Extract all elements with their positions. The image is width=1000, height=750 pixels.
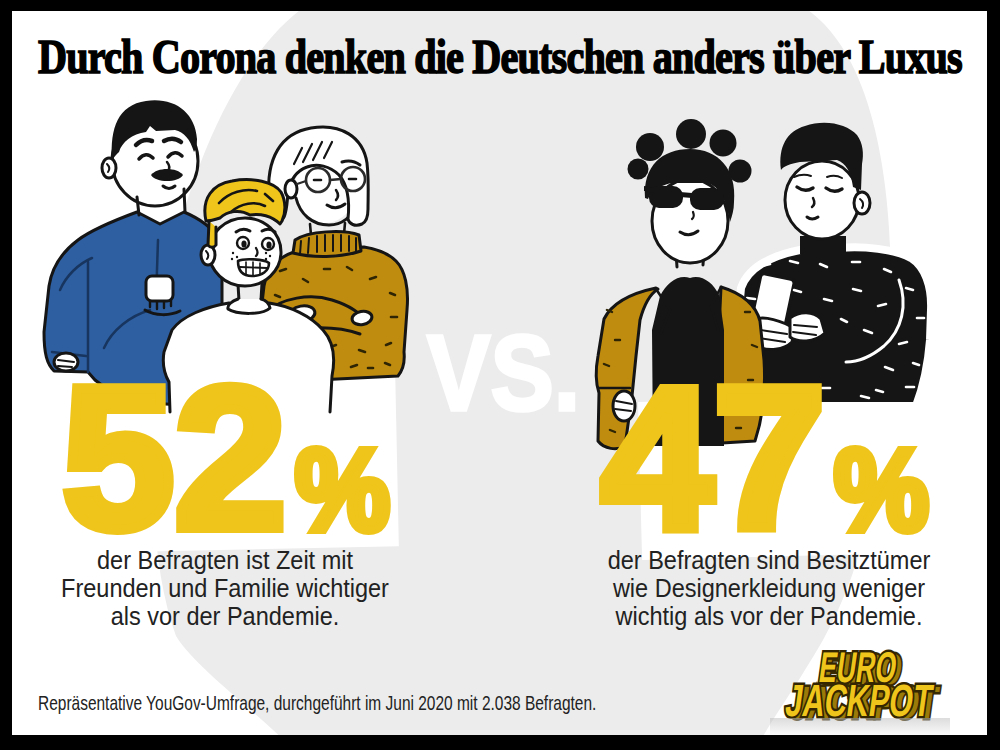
svg-text:JACKPOT: JACKPOT xyxy=(783,675,936,725)
